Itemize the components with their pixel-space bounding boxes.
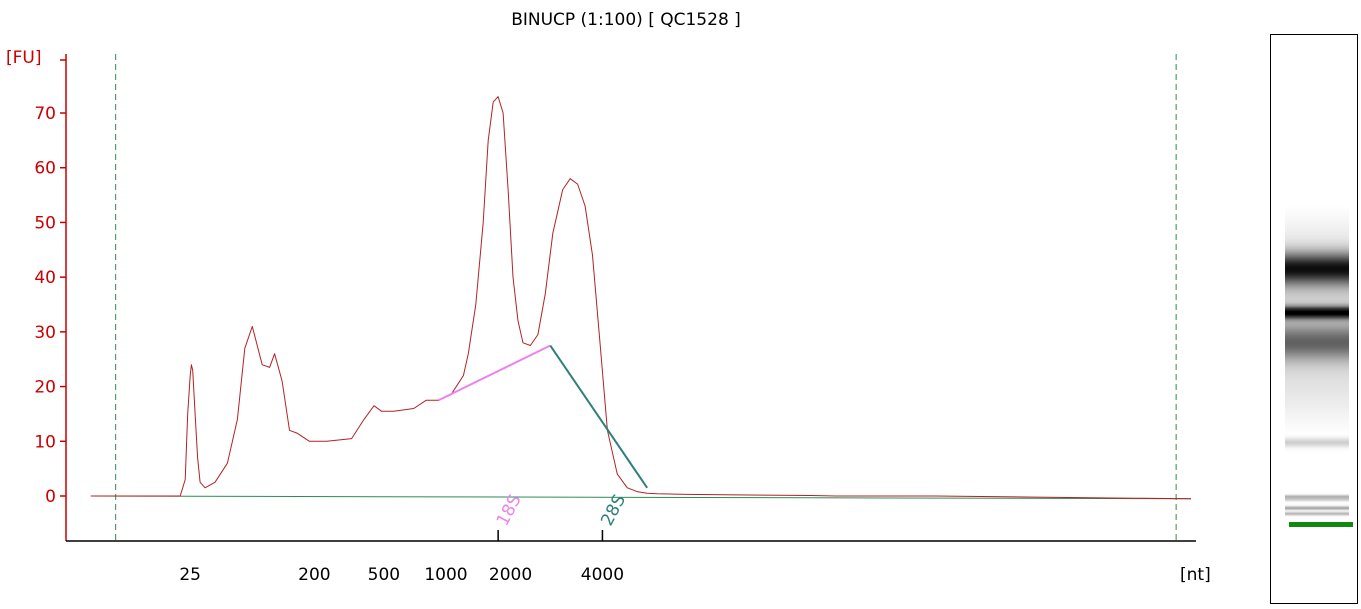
baseline-line — [90, 495, 1192, 500]
y-tick-label-40: 40 — [34, 268, 56, 288]
y-axis-ticks: 0 10 20 30 40 50 60 70 — [34, 59, 66, 507]
y-tick-label-30: 30 — [34, 323, 56, 343]
y-tick-label-70: 70 — [34, 104, 56, 124]
fluorescence-trace — [90, 96, 1192, 500]
y-tick-label-0: 0 — [45, 487, 56, 507]
chart-title: BINUCP (1:100) [ QC1528 ] — [511, 10, 741, 30]
x-tick-label-200: 200 — [298, 565, 330, 585]
peak-baseline-28s — [549, 344, 648, 489]
x-tick-label-25: 25 — [179, 565, 201, 585]
x-tick-label-1000: 1000 — [424, 565, 467, 585]
axes — [65, 54, 1196, 542]
gel-band-profile — [1285, 35, 1349, 603]
y-tick-label-20: 20 — [34, 378, 56, 398]
x-tick-label-2000: 2000 — [489, 565, 532, 585]
y-tick-label-10: 10 — [34, 432, 56, 452]
gel-lower-marker — [1289, 522, 1353, 527]
cursor-lines — [115, 54, 1177, 541]
y-tick-label-60: 60 — [34, 159, 56, 179]
x-tick-label-4000: 4000 — [581, 565, 624, 585]
x-axis-ticks: 25 200 500 1000 2000 4000 — [179, 565, 624, 585]
y-tick-label-50: 50 — [34, 213, 56, 233]
peak-baseline-18s — [438, 344, 551, 402]
peak-annotations: 18S 28S — [438, 344, 648, 541]
y-axis-unit: [FU] — [6, 48, 42, 68]
gel-lane — [1270, 34, 1358, 604]
x-axis-unit: [nt] — [1180, 565, 1211, 585]
series-traces — [90, 96, 1192, 500]
gel-bands — [1285, 35, 1349, 603]
x-tick-label-500: 500 — [368, 565, 400, 585]
